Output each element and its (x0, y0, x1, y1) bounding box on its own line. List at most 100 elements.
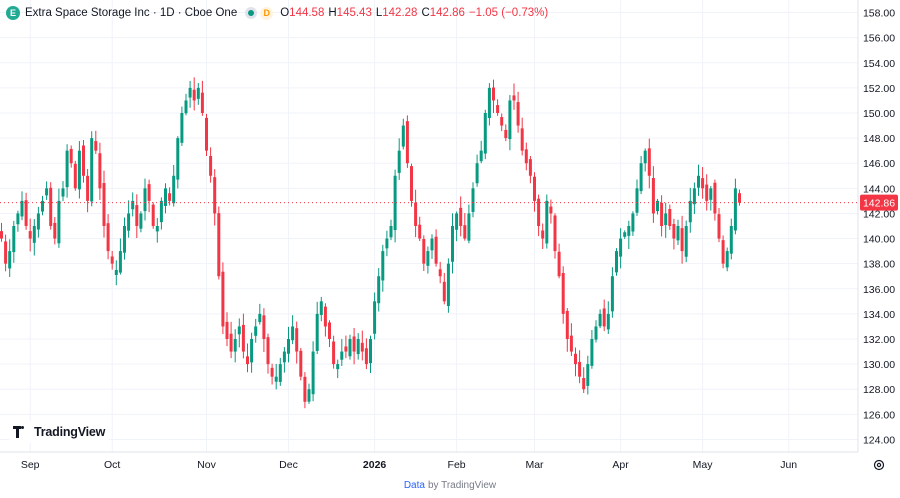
candle (500, 113, 504, 132)
candles-layer (0, 77, 741, 409)
candle (545, 194, 549, 249)
candle (254, 318, 258, 343)
candle (578, 350, 582, 384)
candle (123, 217, 126, 260)
candle (24, 192, 28, 230)
candle (172, 164, 176, 207)
candle (627, 220, 631, 250)
candle (57, 188, 61, 248)
candle (200, 80, 204, 116)
candle (295, 321, 299, 364)
high-label: H (328, 7, 337, 19)
candle (504, 124, 508, 142)
candle (651, 166, 655, 223)
candle (278, 357, 282, 386)
candle (471, 182, 475, 218)
candle (250, 332, 254, 373)
candle (315, 301, 319, 355)
candle (291, 315, 295, 345)
candle (393, 169, 397, 243)
price-tick-label: 132.00 (863, 334, 895, 346)
candle (508, 95, 512, 151)
candle (282, 347, 286, 373)
candle (528, 155, 532, 184)
candle (77, 141, 81, 199)
candle (229, 321, 233, 359)
time-tick-label: Apr (612, 459, 629, 471)
price-tick-label: 124.00 (863, 434, 895, 446)
candle (639, 155, 643, 195)
candle (61, 181, 65, 202)
open-label: O (280, 7, 290, 19)
candle (598, 309, 602, 329)
tradingview-logo[interactable]: TradingView (9, 421, 110, 443)
candle (615, 248, 618, 276)
price-tick-label: 146.00 (863, 158, 895, 170)
time-tick-label: 2026 (363, 459, 387, 471)
candle (475, 154, 479, 187)
candle (709, 185, 713, 211)
candle (36, 206, 40, 238)
candle (397, 138, 401, 180)
price-tick-label: 126.00 (863, 409, 895, 421)
candle (233, 329, 237, 363)
candle (106, 214, 110, 260)
candle (553, 213, 557, 259)
candle (20, 191, 24, 221)
candle (176, 136, 180, 189)
candle (348, 334, 352, 360)
candle (483, 109, 487, 160)
candle (188, 80, 192, 108)
candle (205, 113, 208, 156)
candle (738, 189, 741, 206)
candle (45, 181, 49, 200)
candle (635, 179, 639, 216)
market-status-icon[interactable] (245, 7, 258, 19)
data-link[interactable]: Data (403, 480, 425, 491)
candle (688, 187, 692, 233)
candle (594, 320, 598, 343)
close-label: C (421, 7, 430, 19)
price-axis: 124.00 126.00 128.00 130.00 132.00 134.00 136.… (863, 8, 895, 447)
candle (733, 178, 737, 235)
candle (574, 347, 577, 377)
candle (213, 169, 217, 226)
candle (590, 329, 594, 369)
gear-icon[interactable] (873, 459, 885, 471)
candle (487, 83, 491, 126)
candle (127, 200, 131, 238)
candle (114, 260, 118, 286)
candle (717, 207, 721, 243)
candle (311, 341, 315, 402)
candle (135, 194, 139, 239)
time-tick-label: Mar (525, 459, 544, 471)
candle (520, 117, 524, 156)
candle (414, 189, 418, 238)
candle (672, 218, 676, 250)
candle (692, 182, 696, 215)
candle (610, 267, 614, 318)
price-tick-label: 136.00 (863, 284, 895, 296)
candle (516, 91, 520, 133)
candle (418, 216, 422, 242)
legend-title[interactable]: Extra Space Storage Inc · 1D · Cboe One (25, 7, 238, 19)
candle (713, 179, 717, 221)
price-tick-label: 128.00 (863, 384, 895, 396)
candle (656, 198, 659, 215)
price-tick-label: 142.00 (863, 208, 895, 220)
tradingview-logo-text: TradingView (34, 425, 106, 439)
symbol-logo-icon[interactable]: E (6, 6, 20, 20)
candle (94, 130, 98, 155)
candle (323, 303, 327, 337)
candle (147, 179, 151, 213)
candle (28, 218, 32, 252)
dividends-icon[interactable]: D (260, 6, 274, 20)
candle (369, 335, 372, 374)
candle (110, 250, 114, 270)
candle (287, 326, 290, 363)
candle (405, 115, 409, 168)
candle (225, 312, 229, 347)
candle (512, 83, 516, 110)
candle (438, 261, 442, 284)
